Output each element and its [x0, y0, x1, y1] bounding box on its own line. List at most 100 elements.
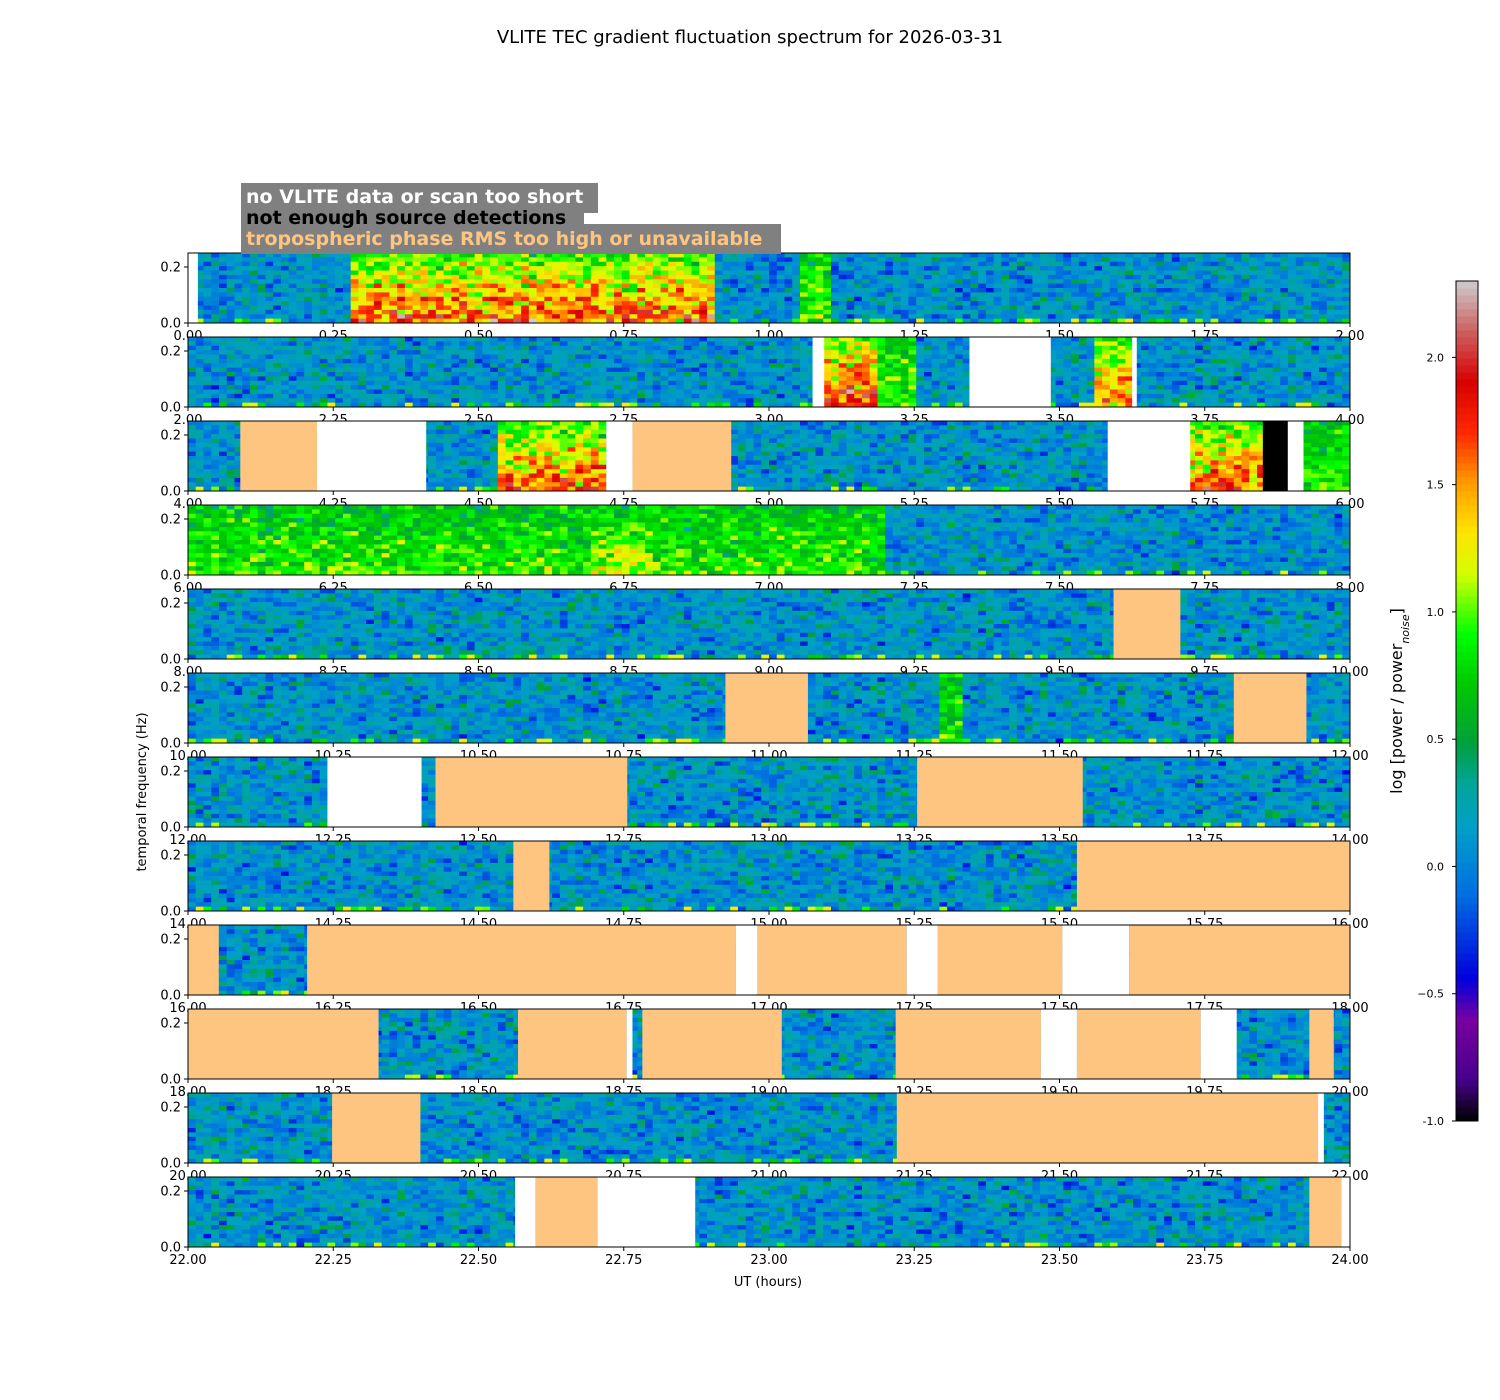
- heatmap-cell: [490, 292, 499, 298]
- heatmap-cell: [1086, 345, 1095, 351]
- heatmap-cell: [1311, 398, 1320, 404]
- heatmap-cell: [188, 358, 197, 364]
- flag-region-nodata: [812, 337, 825, 407]
- heatmap-cell: [459, 358, 468, 364]
- heatmap-cell: [1071, 363, 1080, 369]
- heatmap-cell: [892, 393, 902, 399]
- heatmap-cell: [528, 283, 537, 289]
- heatmap-cell: [784, 380, 793, 386]
- heatmap-cell: [606, 389, 615, 395]
- heatmap-cell: [249, 389, 259, 395]
- heatmap-cell: [451, 309, 460, 315]
- heatmap-cell: [234, 482, 243, 488]
- heatmap-cell: [885, 314, 894, 320]
- heatmap-cell: [1094, 398, 1103, 404]
- heatmap-cell: [188, 345, 197, 351]
- heatmap-cell: [1148, 341, 1157, 347]
- heatmap-cell: [916, 288, 925, 293]
- heatmap-cell: [784, 389, 793, 395]
- heatmap-cell: [389, 296, 398, 302]
- heatmap-cell: [459, 292, 468, 298]
- heatmap-cell: [552, 305, 561, 311]
- heatmap-cell: [1202, 279, 1211, 285]
- heatmap-cell: [435, 376, 445, 382]
- heatmap-cell: [583, 372, 592, 377]
- heatmap-cell: [598, 402, 607, 408]
- heatmap-cell: [629, 253, 638, 258]
- heatmap-cell: [521, 363, 530, 369]
- heatmap-cell: [761, 385, 770, 390]
- heatmap-cell: [288, 389, 297, 395]
- heatmap-cell: [830, 341, 840, 347]
- heatmap-cell: [1171, 354, 1180, 360]
- heatmap-cell: [1016, 305, 1026, 311]
- heatmap-cell: [1288, 376, 1297, 382]
- heatmap-cell: [435, 266, 445, 271]
- heatmap-cell: [203, 442, 212, 448]
- heatmap-cell: [335, 358, 344, 364]
- heatmap-cell: [482, 318, 491, 324]
- heatmap-cell: [288, 253, 297, 258]
- heatmap-cell: [1202, 380, 1211, 386]
- heatmap-cell: [575, 296, 584, 302]
- heatmap-cell: [683, 337, 692, 342]
- heatmap-cell: [242, 296, 251, 302]
- heatmap-cell: [1195, 301, 1204, 306]
- heatmap-cell: [389, 376, 398, 382]
- heatmap-cell: [738, 354, 747, 360]
- heatmap-cell: [327, 266, 336, 271]
- heatmap-cell: [668, 305, 677, 311]
- heatmap-cell: [799, 296, 809, 302]
- heatmap-cell: [1117, 288, 1126, 293]
- heatmap-cell: [1272, 266, 1281, 271]
- heatmap-cell: [350, 257, 359, 263]
- heatmap-cell: [1133, 367, 1142, 373]
- heatmap-cell: [1009, 292, 1018, 298]
- heatmap-cell: [373, 309, 383, 315]
- heatmap-cell: [815, 318, 824, 324]
- heatmap-cell: [908, 296, 917, 302]
- heatmap-cell: [1156, 309, 1165, 315]
- heatmap-cell: [869, 314, 878, 320]
- heatmap-cell: [784, 305, 793, 311]
- heatmap-cell: [823, 398, 832, 404]
- heatmap-cell: [536, 301, 545, 306]
- heatmap-cell: [722, 253, 731, 258]
- heatmap-cell: [1001, 274, 1010, 280]
- heatmap-cell: [1187, 274, 1196, 280]
- heatmap-cell: [1140, 318, 1149, 324]
- heatmap-cell: [528, 380, 537, 386]
- heatmap-cell: [575, 309, 584, 315]
- heatmap-cell: [621, 314, 630, 320]
- heatmap-cell: [908, 261, 917, 267]
- heatmap-cell: [1233, 288, 1242, 293]
- heatmap-cell: [652, 266, 661, 271]
- heatmap-cell: [443, 261, 452, 267]
- heatmap-cell: [474, 376, 483, 382]
- heatmap-cell: [676, 279, 685, 285]
- heatmap-cell: [908, 341, 917, 347]
- heatmap-cell: [1078, 309, 1088, 315]
- heatmap-cell: [730, 367, 739, 373]
- heatmap-cell: [784, 270, 793, 276]
- heatmap-cell: [482, 358, 491, 364]
- heatmap-cell: [947, 301, 956, 306]
- heatmap-cell: [1164, 270, 1173, 276]
- heatmap-cell: [707, 372, 716, 377]
- heatmap-cell: [854, 372, 863, 377]
- heatmap-cell: [652, 393, 661, 399]
- heatmap-cell: [645, 314, 654, 320]
- heatmap-cell: [1326, 372, 1335, 377]
- heatmap-cell: [993, 270, 1002, 276]
- heatmap-cell: [699, 389, 708, 395]
- heatmap-cell: [428, 402, 437, 408]
- heatmap-cell: [1040, 301, 1049, 306]
- heatmap-cell: [1055, 266, 1064, 271]
- heatmap-cell: [528, 393, 537, 399]
- heatmap-cell: [350, 337, 359, 342]
- heatmap-cell: [792, 363, 801, 369]
- heatmap-cell: [892, 376, 902, 382]
- heatmap-cell: [645, 380, 654, 386]
- heatmap-cell: [614, 345, 623, 351]
- heatmap-cell: [1280, 363, 1289, 369]
